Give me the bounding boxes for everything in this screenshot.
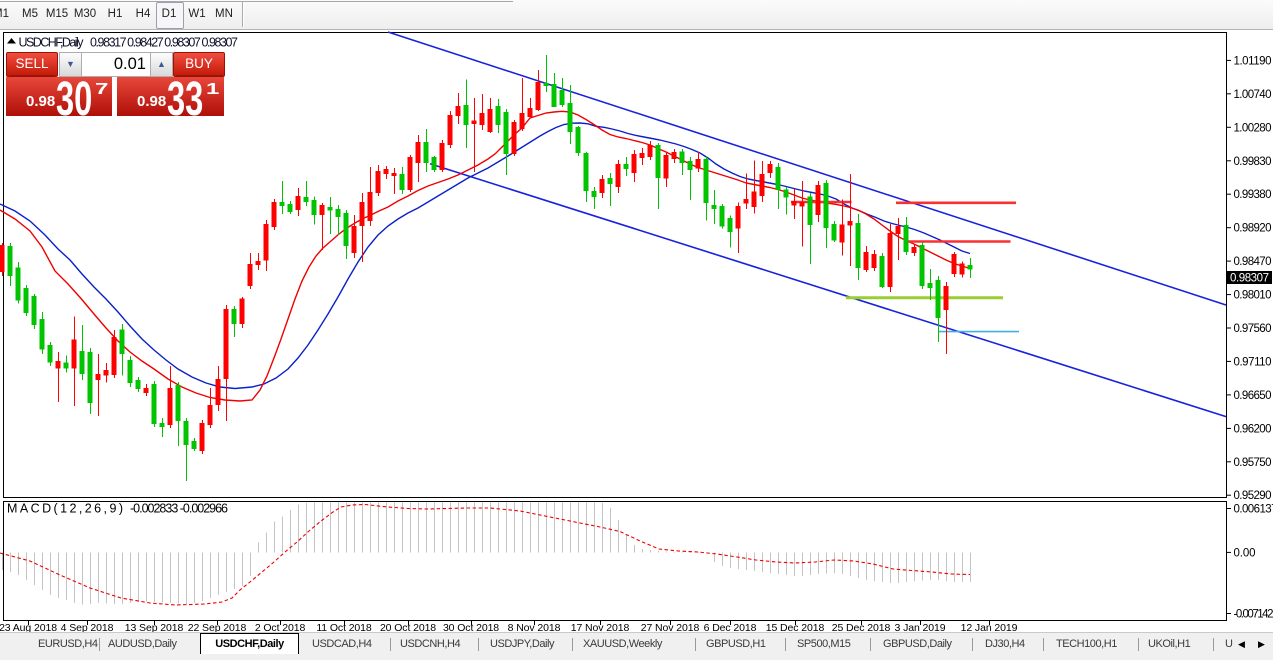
- svg-text:0.95750: 0.95750: [1234, 457, 1272, 469]
- svg-text:8 Nov 2018: 8 Nov 2018: [508, 622, 561, 634]
- svg-text:1.00740: 1.00740: [1234, 89, 1272, 101]
- svg-text:0.98470: 0.98470: [1234, 256, 1272, 268]
- svg-text:MACD(12,26,9): MACD(12,26,9): [7, 502, 123, 516]
- svg-text:25 Dec 2018: 25 Dec 2018: [832, 622, 891, 634]
- svg-text:0.96650: 0.96650: [1234, 390, 1272, 402]
- svg-text:0.98920: 0.98920: [1234, 223, 1272, 235]
- svg-text:USDCHF,Daily: USDCHF,Daily: [19, 36, 85, 50]
- svg-text:15 Dec 2018: 15 Dec 2018: [766, 622, 825, 634]
- svg-text:-0.002833 -0.002966: -0.002833 -0.002966: [130, 502, 228, 516]
- svg-text:3 Jan 2019: 3 Jan 2019: [895, 622, 946, 634]
- svg-text:27 Nov 2018: 27 Nov 2018: [641, 622, 700, 634]
- svg-text:0.99830: 0.99830: [1234, 156, 1272, 168]
- svg-text:6 Dec 2018: 6 Dec 2018: [704, 622, 757, 634]
- svg-text:0.97560: 0.97560: [1234, 323, 1272, 335]
- svg-text:-0.007142: -0.007142: [1234, 609, 1273, 621]
- svg-text:0.00: 0.00: [1234, 547, 1256, 559]
- svg-text:0.006137: 0.006137: [1234, 504, 1273, 516]
- svg-text:0.98317 0.98427 0.98307 0.9830: 0.98317 0.98427 0.98307 0.98307: [90, 36, 238, 50]
- svg-text:22 Sep 2018: 22 Sep 2018: [188, 622, 247, 634]
- svg-text:0.98010: 0.98010: [1234, 290, 1272, 302]
- svg-text:17 Nov 2018: 17 Nov 2018: [571, 622, 630, 634]
- svg-text:23 Aug 2018: 23 Aug 2018: [0, 622, 57, 634]
- svg-text:4 Sep 2018: 4 Sep 2018: [61, 622, 114, 634]
- svg-text:1.00280: 1.00280: [1234, 122, 1272, 134]
- svg-text:0.97110: 0.97110: [1234, 356, 1272, 368]
- svg-text:20 Oct 2018: 20 Oct 2018: [380, 622, 436, 634]
- svg-text:2 Oct 2018: 2 Oct 2018: [255, 622, 306, 634]
- svg-text:12 Jan 2019: 12 Jan 2019: [961, 622, 1018, 634]
- svg-text:0.99380: 0.99380: [1234, 189, 1272, 201]
- svg-text:11 Oct 2018: 11 Oct 2018: [316, 622, 372, 634]
- svg-text:1.01190: 1.01190: [1234, 55, 1272, 67]
- svg-text:13 Sep 2018: 13 Sep 2018: [125, 622, 184, 634]
- svg-text:0.95290: 0.95290: [1234, 490, 1272, 502]
- svg-text:0.96200: 0.96200: [1234, 423, 1272, 435]
- svg-text:0.98307: 0.98307: [1230, 273, 1269, 285]
- svg-text:30 Oct 2018: 30 Oct 2018: [443, 622, 499, 634]
